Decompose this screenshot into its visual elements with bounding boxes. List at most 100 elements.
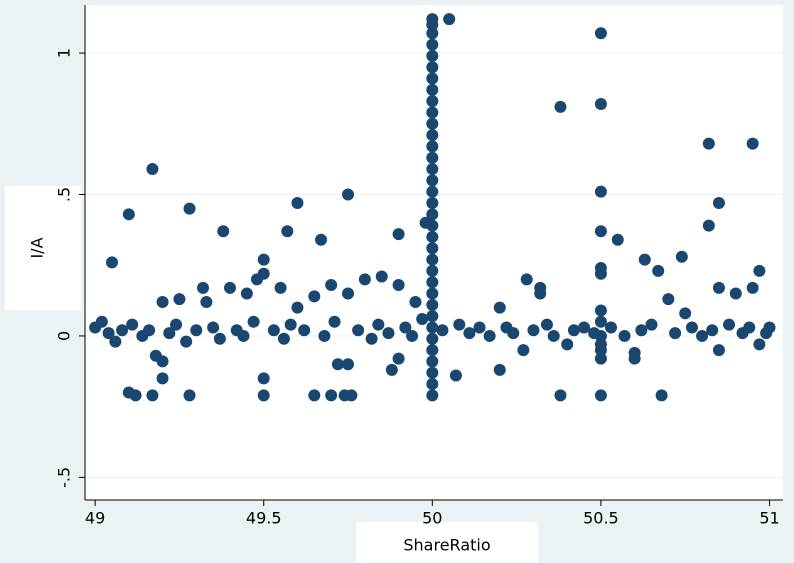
point [426,129,439,142]
point [129,389,142,402]
point [517,344,530,357]
point [318,329,331,342]
point [594,27,607,40]
x-tick-label: 50 [422,509,442,528]
point [365,332,378,345]
point [594,267,607,280]
point [554,100,567,113]
point [696,329,709,342]
point [426,310,439,323]
point [342,188,355,201]
point [426,276,439,289]
point [105,256,118,269]
point [223,281,236,294]
point [605,321,618,334]
point [426,185,439,198]
point [426,242,439,255]
point [358,273,371,286]
point [250,273,263,286]
x-tick-label: 49.5 [246,509,282,528]
point [618,329,631,342]
point [325,279,338,292]
point [561,338,574,351]
point [392,352,405,365]
point [426,321,439,334]
point [426,344,439,357]
point [342,358,355,371]
point [426,197,439,209]
y-tick-label: .5 [55,187,74,202]
x-axis-title: ShareRatio [403,536,490,555]
x-tick-label: 49 [85,509,105,528]
point [328,315,341,328]
point [723,318,736,331]
point [257,389,270,402]
point [426,140,439,153]
point [588,327,601,340]
point [426,174,439,187]
point [443,13,456,26]
point [183,389,196,402]
point [426,61,439,74]
point [200,296,213,308]
point [426,13,439,26]
point [652,264,665,277]
point [712,344,725,357]
point [675,250,688,263]
point [406,329,419,342]
point [426,332,439,345]
point [126,318,139,331]
point [426,208,439,221]
point [426,366,439,379]
point [493,301,506,314]
point [213,332,226,345]
point [594,185,607,198]
point [331,358,344,371]
point [534,287,547,300]
point [669,327,682,340]
point [291,301,304,314]
point [281,225,294,238]
point [594,304,607,317]
point [507,327,520,340]
point [291,197,304,209]
point [345,389,358,402]
y-tick-label: -.5 [55,467,74,488]
point [156,372,169,385]
point [190,324,203,337]
point [520,273,533,286]
point [197,281,210,294]
point [763,321,776,334]
point [662,293,675,306]
point [594,344,607,357]
point [102,327,115,340]
point [493,363,506,376]
point [325,389,338,402]
point [473,321,486,334]
point [240,287,253,300]
point [554,389,567,402]
point [426,106,439,119]
point [149,349,162,362]
point [372,318,385,331]
point [399,321,412,334]
point [426,151,439,164]
point [257,372,270,385]
point [426,83,439,96]
point [753,338,766,351]
point [611,233,624,246]
x-tick-label: 51 [759,509,779,528]
point [180,335,193,348]
point [267,324,280,337]
point [743,321,756,334]
point [382,327,395,340]
point [156,296,169,308]
point [426,287,439,300]
point [746,137,759,150]
point [702,137,715,150]
point [426,355,439,368]
y-tick-label: 0 [55,331,74,341]
point [352,324,365,337]
point [635,324,648,337]
